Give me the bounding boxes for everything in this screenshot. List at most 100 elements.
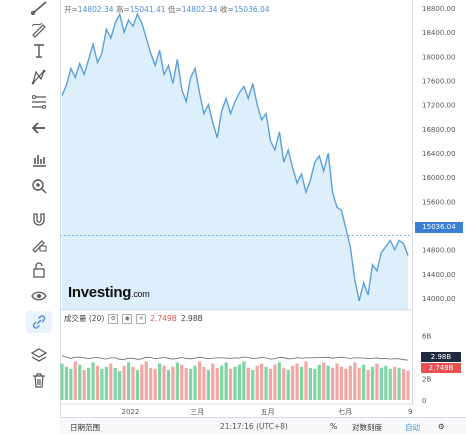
volume-bar <box>126 362 131 400</box>
volume-bar <box>260 363 264 400</box>
volume-bar <box>330 367 335 400</box>
ohlc-readout: 开=14802.34 高=15041.41 低=14802.34 收=15036… <box>64 5 270 14</box>
trash-icon[interactable] <box>26 369 52 391</box>
pattern-icon[interactable] <box>26 66 52 88</box>
volume-bar <box>304 361 308 400</box>
volume-bar <box>397 367 401 400</box>
clock-time: 21:17:16 (UTC+8) <box>220 422 288 431</box>
trendline-icon[interactable] <box>26 0 52 19</box>
volume-bar <box>171 366 175 400</box>
volume-bar <box>384 365 388 400</box>
volume-bar <box>144 361 148 400</box>
volume-bar <box>291 365 295 400</box>
volume-bar <box>299 366 304 400</box>
volume-bar <box>264 366 268 400</box>
volume-bar <box>344 368 348 400</box>
volume-bar <box>122 365 126 400</box>
volume-bar <box>282 367 286 400</box>
volume-bar <box>370 366 375 400</box>
volume-bar <box>184 367 188 400</box>
drawing-toolbar <box>0 0 61 433</box>
price-line <box>61 12 409 302</box>
volume-bar <box>78 364 82 400</box>
volume-bar <box>295 363 299 400</box>
volume-bar <box>211 363 215 400</box>
volume-bar <box>166 370 171 400</box>
volume-label: 成交量 (20) <box>64 314 105 323</box>
volume-bar <box>193 365 197 400</box>
volume-bar <box>157 363 162 400</box>
volume-bar <box>388 368 392 400</box>
volume-bar <box>202 366 206 400</box>
volume-bar <box>308 367 313 400</box>
volume-legend: 成交量 (20) ⚙ ◉ × 2.749B 2.98B <box>64 313 203 324</box>
volume-bar <box>69 368 73 400</box>
auto-scale-button[interactable]: 自动 <box>405 423 420 432</box>
volume-bar <box>255 365 259 400</box>
volume-tag-avg: 2.98B <box>421 352 461 362</box>
volume-bar <box>273 364 277 400</box>
close-icon[interactable]: × <box>136 313 147 324</box>
volume-bar <box>73 361 77 400</box>
volume-bar <box>401 368 406 400</box>
current-price-tag: 15036.04 <box>415 222 463 233</box>
back-arrow-icon[interactable] <box>26 117 52 139</box>
volume-bar <box>362 364 366 400</box>
volume-bar <box>82 370 86 400</box>
volume-bar <box>175 362 179 400</box>
log-scale-button[interactable]: 对数刻度 <box>352 423 382 432</box>
volume-bar <box>317 364 321 400</box>
volume-bar <box>233 366 237 400</box>
volume-bar <box>109 363 113 400</box>
volume-bar <box>100 368 104 400</box>
settings-gear-icon[interactable]: ⚙ <box>438 422 445 431</box>
price-chart[interactable] <box>60 0 412 405</box>
volume-bar <box>393 366 397 400</box>
eye-icon[interactable] <box>26 285 52 307</box>
investing-logo: Investing.com <box>68 284 150 301</box>
volume-bar <box>366 370 370 400</box>
volume-bar <box>189 368 193 400</box>
link-icon[interactable] <box>26 311 52 333</box>
eye-toggle-icon[interactable]: ◉ <box>122 313 133 324</box>
volume-bar <box>277 362 281 400</box>
volume-value-1: 2.749B <box>150 314 177 323</box>
volume-bar <box>60 363 64 400</box>
fib-icon[interactable] <box>26 91 52 113</box>
layers-icon[interactable] <box>26 344 52 366</box>
volume-bar <box>64 366 69 400</box>
zoom-icon[interactable] <box>26 175 52 197</box>
date-range-button[interactable]: 日期范围 <box>70 423 100 432</box>
volume-bar <box>406 370 410 400</box>
volume-bar <box>339 366 344 400</box>
volume-bar <box>197 361 202 400</box>
settings-icon[interactable]: ⚙ <box>108 313 119 324</box>
volume-tag-current: 2.749B <box>421 363 461 373</box>
volume-bar <box>135 370 140 400</box>
volume-bar <box>206 370 210 400</box>
volume-bar <box>104 366 108 400</box>
volume-bar <box>268 368 273 400</box>
volume-bar <box>375 363 379 400</box>
volume-bar <box>242 361 246 400</box>
volume-bar <box>228 368 233 400</box>
volume-bar <box>180 364 184 400</box>
lock-drawing-icon[interactable] <box>26 233 52 255</box>
percent-button[interactable]: % <box>330 422 338 431</box>
time-tick-label: 五月 <box>261 408 275 416</box>
volume-bar <box>326 365 330 400</box>
price-axis[interactable] <box>412 0 466 405</box>
volume-bar <box>313 368 317 400</box>
volume-bar <box>246 367 250 400</box>
volume-bar <box>140 364 144 400</box>
price-area-fill <box>62 14 408 310</box>
time-tick-label: 2022 <box>121 408 139 416</box>
chart-type-icon[interactable] <box>26 149 52 171</box>
magnet-icon[interactable] <box>26 208 52 230</box>
volume-bar <box>357 367 361 400</box>
lock-icon[interactable] <box>26 259 52 281</box>
volume-bar <box>149 367 153 400</box>
brush-icon[interactable] <box>26 18 52 40</box>
text-icon[interactable] <box>26 40 52 62</box>
volume-bar <box>153 368 157 400</box>
